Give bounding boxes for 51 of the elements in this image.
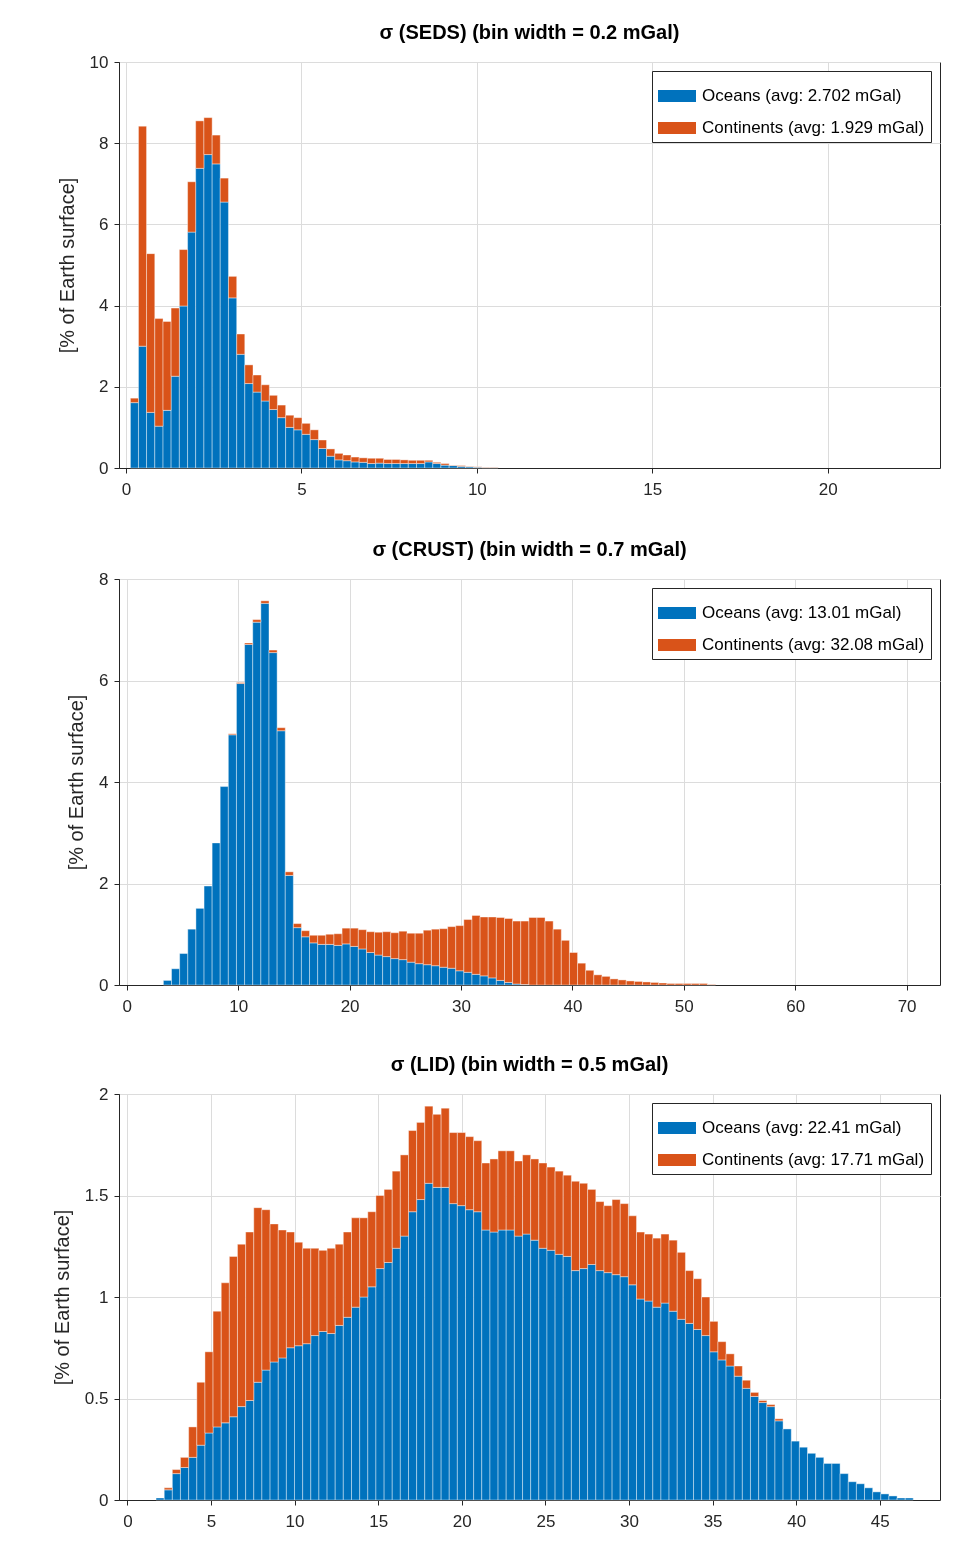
x-tick-label: 20 bbox=[452, 1511, 472, 1531]
x-tick-label: 10 bbox=[285, 1511, 305, 1531]
x-tick-label: 5 bbox=[297, 479, 307, 499]
x-tick-label: 0 bbox=[121, 479, 132, 499]
y-tick-label: 4 bbox=[99, 296, 109, 316]
legend-label: Oceans (avg: 2.702 mGal) bbox=[702, 86, 902, 105]
y-axis-title: [% of Earth surface] bbox=[50, 1209, 73, 1386]
x-tick-label: 20 bbox=[340, 996, 360, 1016]
legend-label: Continents (avg: 17.71 mGal) bbox=[702, 1150, 925, 1169]
y-tick-label: 8 bbox=[99, 133, 109, 153]
x-tick-label: 0 bbox=[122, 996, 133, 1016]
x-tick-label: 40 bbox=[563, 996, 583, 1016]
y-tick-label: 2 bbox=[99, 1084, 109, 1104]
chart-title: σ (LID) (bin width = 0.5 mGal) bbox=[390, 1053, 669, 1075]
y-tick-label: 1.5 bbox=[84, 1186, 109, 1205]
x-tick-label: 30 bbox=[620, 1511, 639, 1531]
x-tick-label: 25 bbox=[536, 1511, 556, 1531]
x-tick-label: 10 bbox=[229, 996, 249, 1016]
y-tick-label: 6 bbox=[99, 214, 109, 234]
chart-title: σ (CRUST) (bin width = 0.7 mGal) bbox=[372, 538, 687, 560]
x-tick-label: 45 bbox=[870, 1511, 890, 1531]
x-tick-label: 5 bbox=[206, 1511, 217, 1531]
x-tick-label: 0 bbox=[123, 1511, 133, 1531]
legend-label: Oceans (avg: 13.01 mGal) bbox=[702, 603, 902, 622]
y-tick-label: 8 bbox=[99, 569, 109, 589]
y-tick-label: 0.5 bbox=[84, 1389, 109, 1408]
legend-label: Oceans (avg: 22.41 mGal) bbox=[702, 1118, 902, 1137]
y-tick-label: 0 bbox=[99, 975, 109, 995]
y-axis-title: [% of Earth surface] bbox=[55, 177, 78, 354]
y-tick-label: 2 bbox=[99, 377, 109, 397]
y-tick-label: 0 bbox=[99, 1490, 109, 1510]
y-tick-label: 2 bbox=[99, 874, 109, 893]
x-tick-label: 15 bbox=[369, 1511, 389, 1531]
x-tick-label: 50 bbox=[674, 996, 694, 1016]
x-tick-label: 60 bbox=[786, 996, 806, 1016]
y-tick-label: 6 bbox=[99, 671, 109, 690]
x-tick-label: 20 bbox=[818, 479, 838, 499]
chart-title: σ (SEDS) (bin width = 0.2 mGal) bbox=[379, 21, 680, 43]
x-tick-label: 35 bbox=[703, 1511, 723, 1531]
y-axis-title: [% of Earth surface] bbox=[65, 694, 88, 871]
x-tick-label: 30 bbox=[452, 996, 471, 1016]
y-tick-label: 4 bbox=[99, 772, 109, 792]
y-tick-label: 1 bbox=[99, 1287, 109, 1307]
x-tick-label: 10 bbox=[467, 479, 487, 499]
x-tick-label: 40 bbox=[787, 1511, 807, 1531]
legend-label: Continents (avg: 1.929 mGal) bbox=[702, 118, 925, 137]
legend-label: Continents (avg: 32.08 mGal) bbox=[702, 635, 925, 654]
x-tick-label: 15 bbox=[643, 479, 663, 499]
y-tick-label: 0 bbox=[99, 458, 109, 478]
y-tick-label: 10 bbox=[89, 52, 109, 72]
x-tick-label: 70 bbox=[897, 996, 917, 1016]
